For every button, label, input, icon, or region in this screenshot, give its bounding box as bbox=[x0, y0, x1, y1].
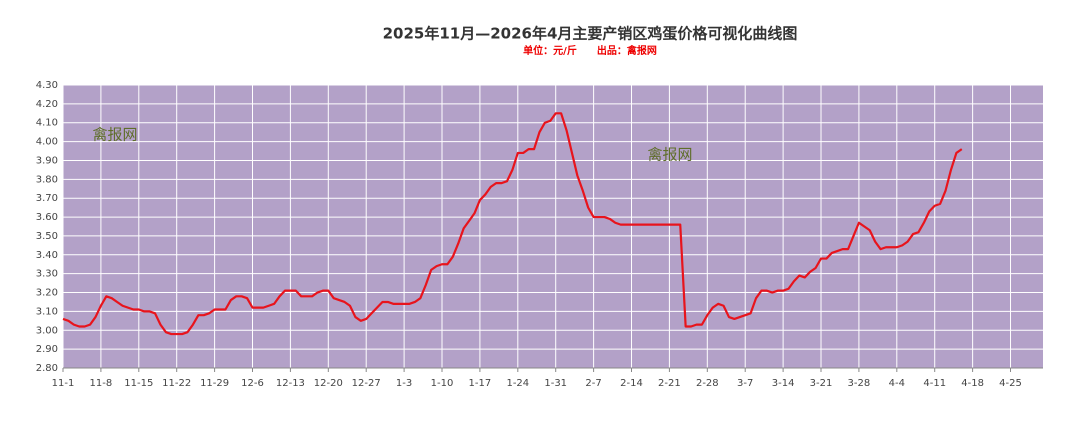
x-tick-label: 12-6 bbox=[241, 378, 264, 389]
y-tick-label: 4.00 bbox=[36, 137, 58, 148]
x-tick-label: 12-27 bbox=[352, 378, 381, 389]
chart-title: 2025年11月—2026年4月主要产销区鸡蛋价格可视化曲线图 bbox=[383, 25, 798, 43]
y-tick-label: 4.30 bbox=[36, 80, 58, 91]
x-tick-label: 2-21 bbox=[658, 378, 681, 389]
x-tick-label: 1-17 bbox=[469, 378, 492, 389]
x-tick-label: 3-28 bbox=[848, 378, 871, 389]
x-tick-label: 3-7 bbox=[737, 378, 753, 389]
x-tick-label: 3-21 bbox=[810, 378, 833, 389]
x-tick-label: 4-18 bbox=[961, 378, 984, 389]
x-tick-label: 11-8 bbox=[90, 378, 113, 389]
x-tick-label: 1-31 bbox=[544, 378, 567, 389]
y-tick-label: 2.80 bbox=[36, 363, 58, 374]
y-tick-label: 4.10 bbox=[36, 118, 58, 129]
y-tick-label: 2.90 bbox=[36, 344, 58, 355]
y-tick-label: 3.80 bbox=[36, 174, 58, 185]
y-tick-label: 3.60 bbox=[36, 212, 58, 223]
y-tick-label: 3.40 bbox=[36, 250, 58, 261]
x-tick-label: 2-28 bbox=[696, 378, 719, 389]
y-tick-label: 3.50 bbox=[36, 231, 58, 242]
watermark: 禽报网 bbox=[647, 146, 692, 164]
x-tick-label: 1-24 bbox=[506, 378, 529, 389]
y-tick-label: 3.90 bbox=[36, 155, 58, 166]
watermark: 禽报网 bbox=[92, 126, 137, 144]
x-tick-label: 3-14 bbox=[772, 378, 795, 389]
x-tick-label: 1-10 bbox=[431, 378, 454, 389]
x-tick-label: 12-13 bbox=[276, 378, 305, 389]
x-tick-label: 11-1 bbox=[52, 378, 75, 389]
x-tick-label: 1-3 bbox=[396, 378, 412, 389]
y-tick-label: 3.10 bbox=[36, 306, 58, 317]
x-tick-label: 12-20 bbox=[314, 378, 343, 389]
x-tick-label: 11-22 bbox=[162, 378, 191, 389]
y-tick-label: 3.20 bbox=[36, 288, 58, 299]
y-tick-label: 4.20 bbox=[36, 99, 58, 110]
x-tick-label: 11-29 bbox=[200, 378, 229, 389]
y-tick-label: 3.70 bbox=[36, 193, 58, 204]
chart-subtitle: 单位：元/斤 出品：禽报网 bbox=[523, 44, 657, 57]
price-line bbox=[62, 112, 963, 336]
x-tick-label: 11-15 bbox=[124, 378, 153, 389]
plot-area bbox=[63, 85, 1043, 368]
x-tick-label: 2-14 bbox=[620, 378, 643, 389]
x-tick-label: 4-4 bbox=[889, 378, 905, 389]
x-tick-label: 2-7 bbox=[585, 378, 601, 389]
x-tick-label: 4-25 bbox=[999, 378, 1022, 389]
x-tick-label: 4-11 bbox=[923, 378, 946, 389]
y-tick-label: 3.00 bbox=[36, 325, 58, 336]
y-tick-label: 3.30 bbox=[36, 269, 58, 280]
